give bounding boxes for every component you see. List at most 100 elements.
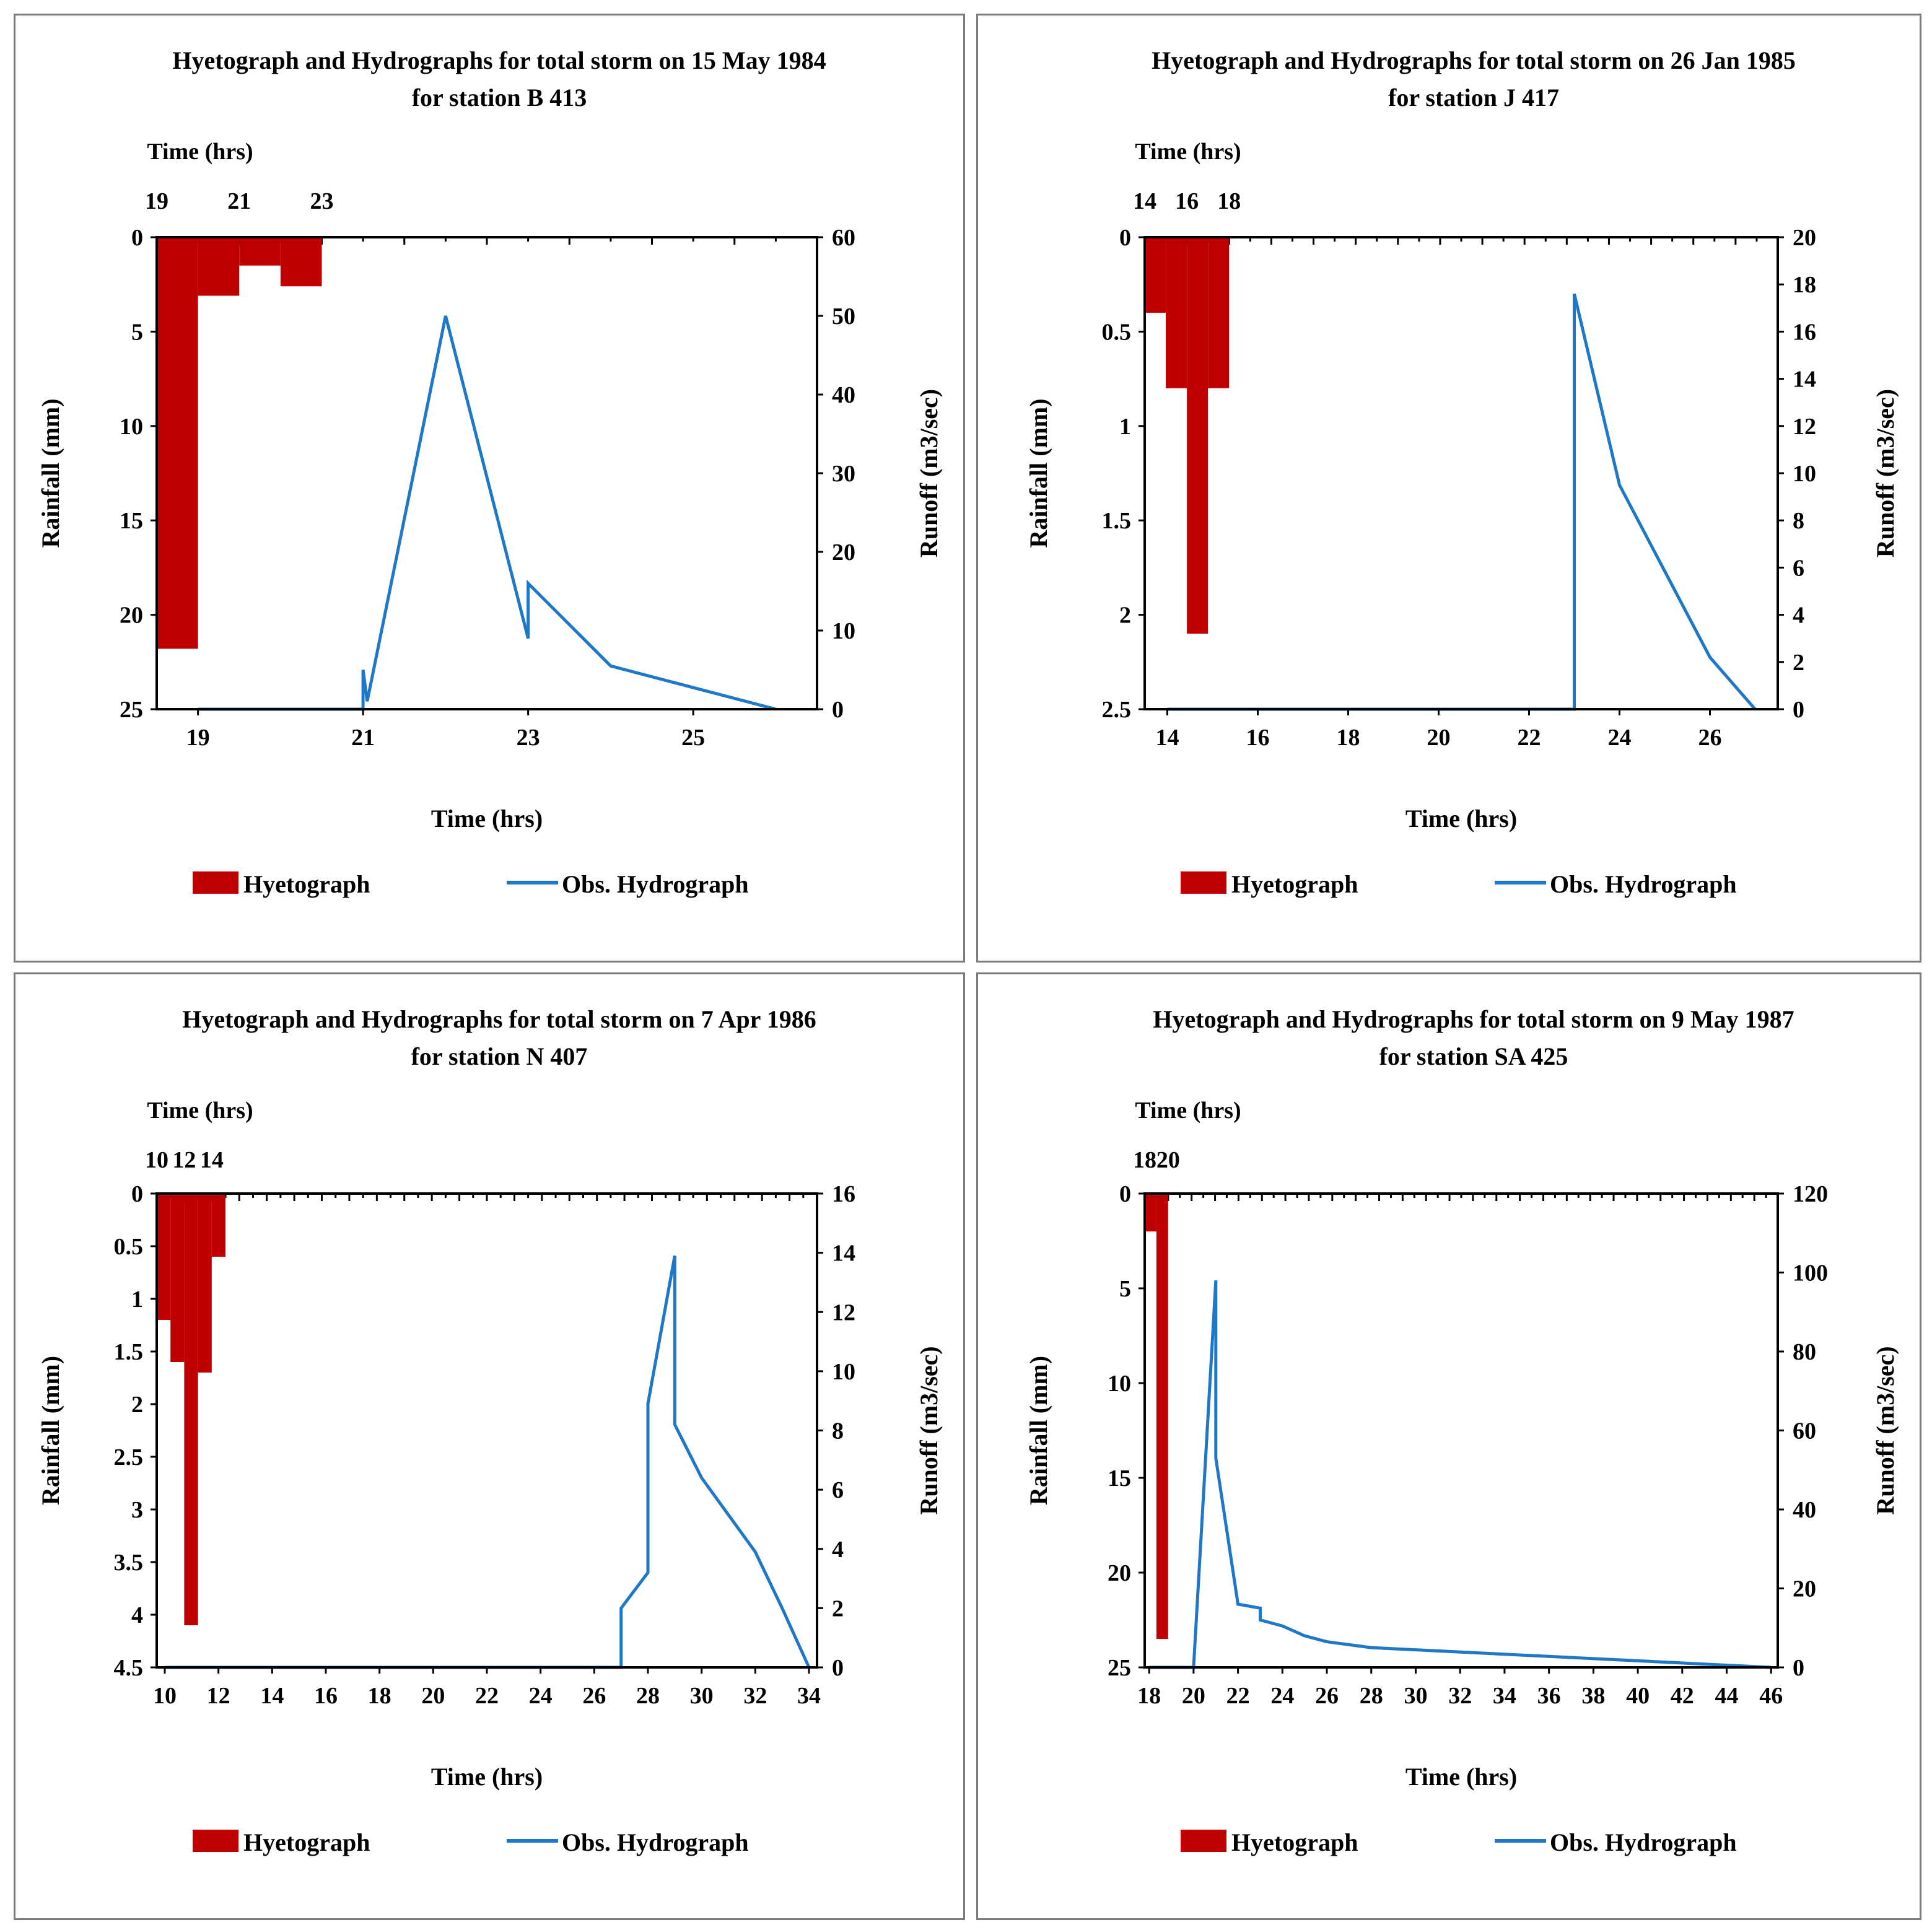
legend-hyetograph-label: Hyetograph <box>1231 870 1358 898</box>
right-tick-label: 6 <box>832 1477 844 1503</box>
right-tick-label: 10 <box>1793 461 1816 487</box>
chart-panel-1985: Hyetograph and Hydrographs for total sto… <box>976 14 1921 963</box>
left-tick-label: 2 <box>1119 603 1131 629</box>
left-axis-title: Rainfall (mm) <box>37 1356 64 1505</box>
hydrograph-line <box>1167 293 1757 711</box>
top-tick-label: 14 <box>1133 188 1156 214</box>
bottom-tick-label: 24 <box>1270 1683 1294 1709</box>
top-tick-label: 14 <box>200 1147 224 1173</box>
right-tick-label: 60 <box>832 225 855 251</box>
bottom-tick-label: 22 <box>475 1683 499 1709</box>
hydrograph-line <box>165 1255 811 1669</box>
left-tick-label: 4.5 <box>114 1655 144 1681</box>
right-tick-label: 12 <box>1793 414 1816 440</box>
right-tick-label: 0 <box>1793 697 1804 723</box>
legend-hyetograph-swatch <box>1181 871 1226 894</box>
bottom-tick-label: 32 <box>1448 1683 1472 1709</box>
bottom-tick-label: 40 <box>1626 1683 1650 1709</box>
left-tick-label: 1.5 <box>114 1339 144 1365</box>
top-tick-label: 23 <box>310 188 334 214</box>
left-axis-title: Rainfall (mm) <box>37 398 64 548</box>
top-tick-label: 12 <box>172 1147 196 1173</box>
top-tick-label: 18 <box>1133 1147 1156 1173</box>
legend-hyetograph-label: Hyetograph <box>1231 1828 1358 1856</box>
hyetograph-bar <box>1156 1194 1168 1640</box>
chart-svg-1987: Hyetograph and Hydrographs for total sto… <box>1025 1005 1899 1856</box>
bottom-tick-label: 28 <box>636 1683 660 1709</box>
top-tick-label: 21 <box>227 188 251 214</box>
chart-title: Hyetograph and Hydrographs for total sto… <box>172 46 826 74</box>
chart-svg-1985: Hyetograph and Hydrographs for total sto… <box>1025 46 1899 898</box>
left-axis-title: Rainfall (mm) <box>1025 398 1052 548</box>
right-tick-label: 10 <box>832 618 855 644</box>
hyetograph-bar <box>184 1194 198 1625</box>
bottom-tick-label: 30 <box>690 1683 714 1709</box>
right-tick-label: 4 <box>832 1537 844 1563</box>
bottom-tick-label: 24 <box>529 1683 553 1709</box>
right-tick-label: 20 <box>832 539 855 565</box>
bottom-tick-label: 20 <box>1182 1683 1205 1709</box>
bottom-tick-label: 26 <box>1315 1683 1339 1709</box>
legend-hydrograph-label: Obs. Hydrograph <box>1550 1828 1737 1856</box>
x-axis-title: Time (hrs) <box>1405 1763 1517 1791</box>
right-tick-label: 18 <box>1793 272 1816 298</box>
hyetograph-bar <box>1166 237 1187 388</box>
right-tick-label: 20 <box>1793 1576 1816 1602</box>
bottom-tick-label: 14 <box>1156 725 1179 751</box>
hyetograph-bar <box>198 1194 212 1373</box>
left-tick-label: 20 <box>1108 1560 1131 1586</box>
chart-panel-1987: Hyetograph and Hydrographs for total sto… <box>976 972 1921 1920</box>
bottom-tick-label: 46 <box>1759 1683 1783 1709</box>
left-tick-label: 20 <box>120 603 143 629</box>
bottom-tick-label: 16 <box>314 1683 338 1709</box>
legend-hyetograph-swatch <box>193 1830 238 1852</box>
right-axis-title: Runoff (m3/sec) <box>915 1346 943 1514</box>
bottom-tick-label: 20 <box>421 1683 445 1709</box>
chart-title: Hyetograph and Hydrographs for total sto… <box>1152 46 1796 74</box>
top-axis-label: Time (hrs) <box>1135 1098 1241 1124</box>
left-tick-label: 1.5 <box>1102 508 1132 534</box>
bottom-tick-label: 21 <box>351 725 375 751</box>
left-tick-label: 3.5 <box>114 1550 144 1576</box>
hyetograph-bar <box>1145 237 1166 313</box>
plot-frame <box>1143 236 1779 710</box>
right-tick-label: 14 <box>832 1241 855 1267</box>
top-tick-label: 18 <box>1217 188 1241 214</box>
left-tick-label: 0 <box>1119 225 1131 251</box>
left-tick-label: 0 <box>131 225 143 251</box>
top-tick-label: 20 <box>1156 1147 1180 1173</box>
bottom-tick-label: 32 <box>743 1683 767 1709</box>
right-axis-title: Runoff (m3/sec) <box>1871 389 1899 557</box>
bottom-tick-label: 36 <box>1537 1683 1561 1709</box>
bottom-tick-label: 30 <box>1404 1683 1427 1709</box>
chart-svg-1986: Hyetograph and Hydrographs for total sto… <box>37 1005 943 1856</box>
left-tick-label: 25 <box>1108 1655 1131 1681</box>
bottom-tick-label: 22 <box>1518 725 1541 751</box>
chart-subtitle: for station B 413 <box>412 84 587 111</box>
left-tick-label: 2.5 <box>1102 697 1132 723</box>
hyetograph-bar <box>1145 1194 1156 1232</box>
left-tick-label: 0.5 <box>114 1234 144 1260</box>
bottom-tick-label: 34 <box>1493 1683 1516 1709</box>
x-axis-title: Time (hrs) <box>431 805 543 832</box>
left-tick-label: 25 <box>120 697 143 723</box>
right-tick-label: 80 <box>1793 1339 1816 1365</box>
right-tick-label: 0 <box>832 697 844 723</box>
bottom-tick-label: 26 <box>582 1683 606 1709</box>
hyetograph-bar <box>157 237 198 649</box>
chart-panel-1984: Hyetograph and Hydrographs for total sto… <box>14 14 965 963</box>
bottom-tick-label: 16 <box>1246 725 1270 751</box>
bottom-tick-label: 25 <box>681 725 705 751</box>
right-tick-label: 2 <box>1793 650 1804 676</box>
bottom-tick-label: 18 <box>1137 1683 1161 1709</box>
right-tick-label: 30 <box>832 461 855 487</box>
bottom-tick-label: 18 <box>1337 725 1360 751</box>
legend-hyetograph-swatch <box>1181 1830 1226 1852</box>
right-tick-label: 12 <box>832 1299 855 1325</box>
bottom-tick-label: 22 <box>1226 1683 1250 1709</box>
bottom-tick-label: 42 <box>1671 1683 1694 1709</box>
right-axis-title: Runoff (m3/sec) <box>915 389 943 557</box>
hyetograph-bar <box>239 237 281 266</box>
hyetograph-bar <box>280 237 322 287</box>
chart-subtitle: for station SA 425 <box>1379 1042 1568 1070</box>
